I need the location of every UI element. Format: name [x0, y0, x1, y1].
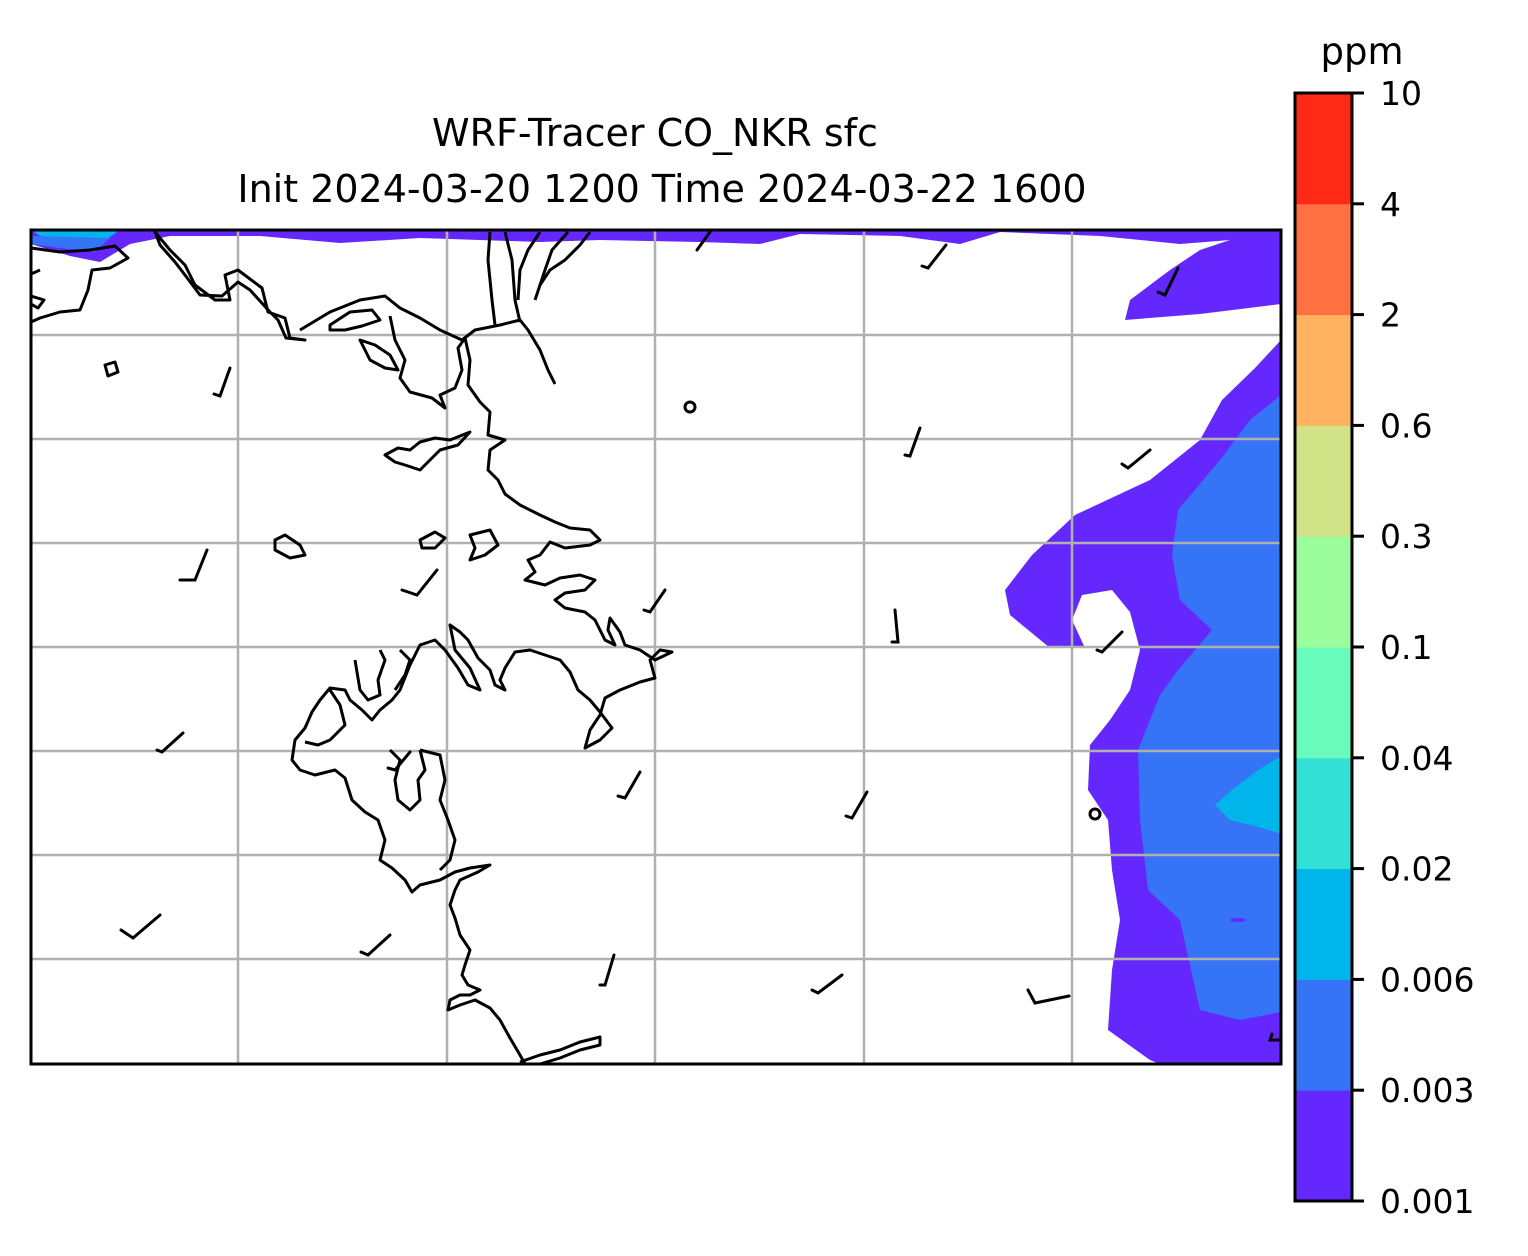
colorbar-tick-label: 0.006	[1380, 960, 1474, 999]
colorbar-tick-label: 0.1	[1380, 628, 1432, 667]
coastline-island-1	[328, 308, 382, 332]
wind-barb	[920, 243, 948, 270]
wind-barb	[695, 230, 712, 252]
wind-barb	[890, 608, 900, 644]
wind-barb	[155, 731, 185, 754]
wind-barb	[1095, 630, 1124, 654]
wind-barb	[1156, 266, 1180, 297]
colorbar-tick-label: 0.6	[1380, 406, 1432, 445]
tracer-fill	[31, 230, 1281, 1064]
wind-barb	[400, 568, 439, 597]
colorbar: ppm 0.001 0.003 0.006 0.02 0.04 0.1 0.3 0.6 2 4 10	[1293, 30, 1474, 1221]
wind-barb	[642, 588, 667, 614]
colorbar-segments	[1295, 93, 1352, 1202]
colorbar-segment	[1295, 979, 1352, 1091]
coastline-western-land	[290, 638, 527, 1064]
colorbar-tick-label: 0.3	[1380, 517, 1432, 556]
coastline-strait-west	[486, 231, 522, 326]
coastline-island-5	[273, 533, 307, 560]
colorbar-tick-label: 10	[1380, 74, 1422, 113]
wind-barb	[903, 426, 922, 458]
wind-barbs	[119, 230, 1283, 1042]
map-panel	[29, 228, 1283, 1066]
wind-barb	[1267, 1032, 1283, 1042]
colorbar-segment	[1295, 314, 1352, 426]
coastline-nw	[31, 244, 130, 324]
coastline-island-3	[418, 530, 447, 550]
wind-barb	[386, 750, 412, 772]
colorbar-tick-label: 0.001	[1380, 1182, 1474, 1221]
colorbar-ticks: 0.001 0.003 0.006 0.02 0.04 0.1 0.3 0.6 2 4 10	[1352, 74, 1474, 1221]
coastline-islands-mid	[383, 430, 472, 472]
wind-barb	[212, 366, 232, 398]
colorbar-segment	[1295, 757, 1352, 870]
coastline-coast-mid	[388, 315, 674, 750]
gridlines	[31, 230, 1281, 1064]
wind-barb	[359, 933, 392, 957]
tracer-fill-top-strip	[31, 230, 1281, 262]
colorbar-unit-label: ppm	[1320, 30, 1403, 73]
tracer-fill-corner-blue	[31, 236, 110, 252]
wind-barb	[598, 953, 616, 987]
coastline-strait-east	[516, 231, 592, 301]
tracer-fill-east-cyan	[1215, 756, 1281, 834]
colorbar-tick-label: 0.003	[1380, 1071, 1474, 1110]
map-frame	[29, 228, 1283, 1066]
colorbar-tick-label: 2	[1380, 296, 1401, 335]
colorbar-tick-label: 0.04	[1380, 739, 1453, 778]
colorbar-segment	[1295, 647, 1352, 759]
tracer-fill-ne-blob	[1125, 230, 1281, 320]
coastline-south-tip	[519, 1035, 602, 1064]
colorbar-segment	[1295, 868, 1352, 980]
colorbar-tick-label: 4	[1380, 185, 1401, 224]
tracer-fill-speck	[1230, 918, 1246, 922]
wind-barb	[1120, 448, 1152, 470]
coastline-island-2	[358, 338, 400, 372]
coastline-islet-1	[683, 400, 697, 414]
coastline-north	[153, 230, 307, 342]
colorbar-segment	[1295, 1090, 1352, 1202]
wind-barb	[119, 913, 162, 940]
coastline-island-4	[468, 528, 500, 562]
colorbar-segment	[1295, 93, 1352, 205]
title-line-1: WRF-Tracer CO_NKR sfc	[432, 111, 878, 155]
colorbar-segment	[1295, 536, 1352, 648]
coastline-islet-2	[1088, 807, 1102, 821]
wind-barb	[178, 548, 209, 582]
colorbar-tick-label: 0.02	[1380, 850, 1453, 889]
wind-barb	[616, 770, 642, 800]
coastline-island-6	[103, 360, 120, 378]
wind-barb	[844, 790, 869, 820]
tracer-fill-east-blue	[1138, 395, 1281, 1020]
wind-barb	[1026, 988, 1071, 1005]
colorbar-segment	[1295, 203, 1352, 316]
title-line-2: Init 2024-03-20 1200 Time 2024-03-22 160…	[237, 167, 1086, 211]
colorbar-segment	[1295, 425, 1352, 537]
wind-barb	[810, 973, 844, 995]
coastline	[31, 230, 1102, 1064]
coastline-west-inner	[304, 648, 412, 747]
